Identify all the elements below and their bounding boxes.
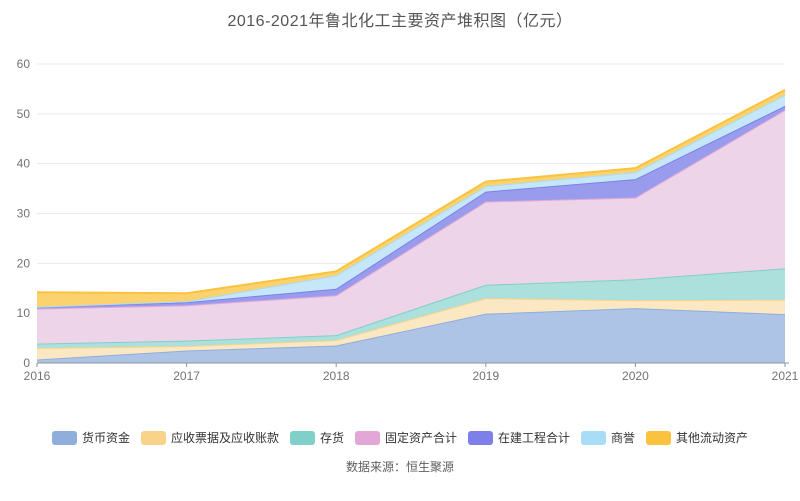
y-axis-label-20: 20 <box>17 256 31 270</box>
y-axis-label-0: 0 <box>23 356 30 370</box>
y-axis-label-60: 60 <box>17 57 31 71</box>
legend-label: 商誉 <box>611 431 636 445</box>
chart-title: 2016-2021年鲁北化工主要资产堆积图（亿元） <box>227 13 573 30</box>
legend-swatch-icon <box>51 430 77 445</box>
area-notes-and-accounts-receivable <box>37 298 785 360</box>
legend-item-construction-in-progress[interactable]: 在建工程合计 <box>468 429 570 446</box>
x-axis-label-2017: 2017 <box>173 369 200 383</box>
x-axis-label-2018: 2018 <box>323 369 350 383</box>
x-axis-label-2021: 2021 <box>772 369 799 383</box>
legend-label: 在建工程合计 <box>498 431 571 445</box>
legend-swatch-icon <box>468 430 493 445</box>
y-axis-label-40: 40 <box>17 157 31 171</box>
line-other-current-assets <box>36 89 786 295</box>
legend-swatch-icon <box>140 430 166 445</box>
legend-swatch-icon <box>646 430 672 445</box>
x-axis-label-2020: 2020 <box>622 369 649 383</box>
legend-label: 其他流动资产 <box>676 431 749 445</box>
area-inventory <box>37 268 785 349</box>
area-fixed-assets-total <box>37 109 785 344</box>
chart-legend: 货币资金 应收票据及应收账款 存货 固定资产合计 在建工程合计 商誉 其他流动资产 <box>0 429 800 446</box>
legend-item-goodwill[interactable]: 商誉 <box>581 429 635 446</box>
legend-label: 存货 <box>319 431 344 445</box>
y-axis-label-30: 30 <box>17 207 31 221</box>
x-axis-label-2016: 2016 <box>24 369 51 383</box>
legend-swatch-icon <box>581 430 607 445</box>
y-axis-label-50: 50 <box>17 107 31 121</box>
legend-item-monetary-funds[interactable]: 货币资金 <box>51 429 130 446</box>
legend-swatch-icon <box>354 430 380 445</box>
legend-item-notes-and-accounts-receivable[interactable]: 应收票据及应收账款 <box>140 429 279 446</box>
data-source-note: 数据来源：恒生聚源 <box>345 460 454 474</box>
legend-item-inventory[interactable]: 存货 <box>289 429 344 446</box>
legend-label: 货币资金 <box>81 431 130 445</box>
x-axis-label-2019: 2019 <box>472 369 499 383</box>
legend-swatch-icon <box>289 430 315 445</box>
legend-item-other-current-assets[interactable]: 其他流动资产 <box>646 429 748 446</box>
legend-label: 应收票据及应收账款 <box>170 431 279 445</box>
stacked-area-chart: 2016 2017 2018 2019 2020 2021 0 10 20 30 40 50 60 <box>17 57 799 383</box>
legend-item-fixed-assets-total[interactable]: 固定资产合计 <box>354 429 457 446</box>
legend-label: 固定资产合计 <box>384 431 457 445</box>
y-axis-label-10: 10 <box>17 306 31 320</box>
